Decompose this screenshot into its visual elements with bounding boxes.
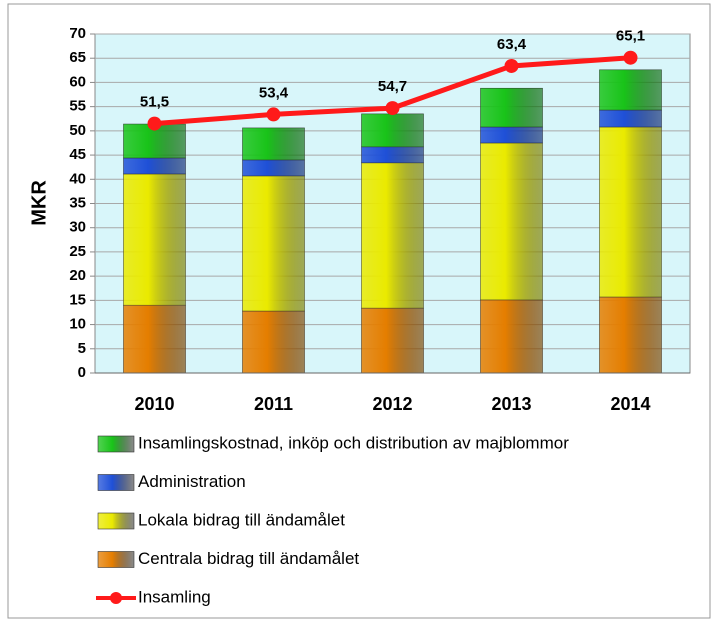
bar [480,142,543,301]
line-point [385,101,400,116]
bar [123,304,186,374]
bar [599,296,662,374]
data-label: 63,4 [497,36,527,53]
bar [242,127,305,161]
data-label: 53,4 [259,84,289,101]
legend-label: Insamlingskostnad, inköp och distributio… [138,433,569,452]
bar [480,126,543,144]
bar [599,109,662,128]
y-tick-label: 35 [69,194,86,211]
y-tick-label: 50 [69,122,86,139]
x-tick-label: 2012 [372,394,412,414]
y-tick-label: 45 [69,146,86,163]
y-tick-label: 25 [69,243,86,260]
x-tick-label: 2010 [134,394,174,414]
x-tick-label: 2013 [491,394,531,414]
line-point [504,58,519,73]
data-label: 51,5 [140,94,169,111]
legend-label: Administration [138,472,246,491]
x-tick-label: 2014 [610,394,650,414]
bar [361,113,424,148]
y-tick-label: 60 [69,73,86,90]
bar [599,126,662,298]
line-point [623,50,638,65]
y-tick-label: 20 [69,267,86,284]
y-tick-label: 15 [69,291,86,308]
y-tick-label: 40 [69,170,86,187]
y-tick-label: 55 [69,98,86,115]
data-label: 65,1 [616,28,645,45]
legend-label: Centrala bidrag till ändamålet [138,549,359,568]
y-tick-label: 70 [69,25,86,42]
line-point [266,107,281,122]
legend-swatch [97,551,135,568]
bar [242,175,305,312]
legend-swatch [97,435,135,453]
bar [361,162,424,309]
y-tick-label: 65 [69,49,86,66]
bar [599,69,662,111]
legend-swatch [97,474,135,491]
bar [361,307,424,374]
legend-marker [110,592,122,604]
legend-label: Insamling [138,587,211,606]
y-tick-label: 0 [78,364,86,381]
x-tick-label: 2011 [254,394,293,414]
y-tick-label: 30 [69,219,86,236]
legend-swatch [97,512,135,530]
data-label: 54,7 [378,78,407,95]
bar [242,159,305,177]
y-axis-label: MKR [28,180,50,226]
bar [123,173,186,306]
legend-label: Lokala bidrag till ändamålet [138,510,345,529]
bar [242,310,305,374]
y-tick-label: 10 [69,316,86,333]
y-tick-label: 5 [78,340,86,357]
line-point [147,116,162,131]
bar [123,157,186,175]
bar [480,87,543,128]
bar [480,299,543,374]
bar [361,146,424,164]
